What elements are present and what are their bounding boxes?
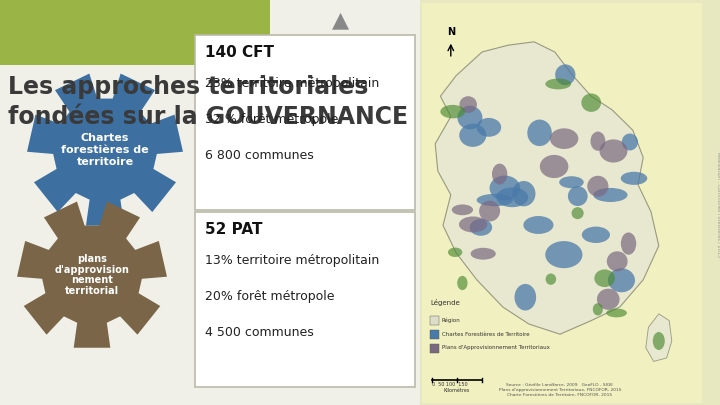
Ellipse shape — [555, 64, 575, 85]
Ellipse shape — [459, 96, 477, 113]
Text: 6 800 communes: 6 800 communes — [205, 149, 314, 162]
Ellipse shape — [457, 276, 467, 290]
Text: nement: nement — [71, 275, 113, 285]
Bar — [420, 0, 720, 405]
Polygon shape — [27, 74, 183, 226]
Ellipse shape — [459, 124, 486, 147]
Text: ▲: ▲ — [331, 10, 348, 30]
Text: Source : Géofile Landfarce, 2009   GeoFLO - SIGE
Plans d'approvisionnement Terri: Source : Géofile Landfarce, 2009 GeoFLO … — [499, 383, 621, 397]
Text: Fédération nationale: Fédération nationale — [294, 49, 366, 55]
Ellipse shape — [459, 216, 487, 232]
Ellipse shape — [496, 188, 528, 207]
Ellipse shape — [622, 134, 638, 150]
Text: Les approches territoriales: Les approches territoriales — [8, 75, 369, 99]
Text: territoire: territoire — [76, 157, 134, 167]
Text: Communes forestières: Communes forestières — [291, 47, 369, 53]
Ellipse shape — [469, 219, 492, 236]
Ellipse shape — [559, 176, 584, 188]
Ellipse shape — [572, 207, 584, 219]
Ellipse shape — [590, 132, 606, 151]
Ellipse shape — [550, 128, 578, 149]
Ellipse shape — [477, 194, 513, 206]
Text: 52 PAT: 52 PAT — [205, 222, 263, 237]
Ellipse shape — [606, 309, 627, 318]
Ellipse shape — [568, 186, 588, 206]
Text: Réalisation : Communes Forestières / 2015: Réalisation : Communes Forestières / 201… — [716, 153, 720, 258]
Bar — [0, 0, 270, 65]
Text: 140 CFT: 140 CFT — [205, 45, 274, 60]
Bar — [195, 35, 415, 210]
Ellipse shape — [457, 106, 482, 129]
Text: Kilomètres: Kilomètres — [444, 388, 470, 393]
Text: Chartes: Chartes — [81, 133, 129, 143]
Text: 0  50 100  150: 0 50 100 150 — [432, 382, 467, 387]
Text: Région: Région — [442, 317, 461, 323]
Bar — [195, 212, 415, 387]
Ellipse shape — [490, 176, 520, 200]
Ellipse shape — [477, 118, 501, 137]
Text: 4 500 communes: 4 500 communes — [205, 326, 314, 339]
Ellipse shape — [588, 176, 608, 197]
Ellipse shape — [607, 251, 628, 271]
Text: plans: plans — [77, 254, 107, 264]
Text: 32 % forêt métropole: 32 % forêt métropole — [205, 113, 338, 126]
Ellipse shape — [593, 303, 603, 315]
Ellipse shape — [448, 247, 462, 257]
Ellipse shape — [621, 232, 636, 255]
Ellipse shape — [545, 79, 571, 90]
Text: territorial: territorial — [65, 286, 119, 296]
Polygon shape — [646, 314, 672, 361]
Polygon shape — [435, 42, 659, 334]
Bar — [422, 3, 702, 403]
Text: Légende: Légende — [430, 299, 460, 306]
Ellipse shape — [546, 273, 556, 285]
Text: Plans d'Approvisionnement Territoriaux: Plans d'Approvisionnement Territoriaux — [442, 345, 550, 350]
Bar — [430, 316, 439, 325]
Ellipse shape — [597, 289, 620, 310]
Ellipse shape — [492, 164, 508, 185]
Ellipse shape — [594, 269, 615, 287]
Ellipse shape — [512, 181, 536, 207]
Ellipse shape — [621, 172, 647, 185]
Ellipse shape — [441, 105, 465, 118]
Bar — [295, 47, 365, 57]
Text: 23% territoire métropolitain: 23% territoire métropolitain — [205, 77, 379, 90]
Bar — [430, 344, 439, 353]
Bar — [430, 330, 439, 339]
Ellipse shape — [540, 155, 568, 178]
Text: Chartes Forestières de Territoire: Chartes Forestières de Territoire — [442, 332, 530, 337]
Text: 13% territoire métropolitain: 13% territoire métropolitain — [205, 254, 379, 267]
Ellipse shape — [523, 216, 554, 234]
Ellipse shape — [593, 188, 628, 202]
Text: forestières de: forestières de — [61, 145, 149, 155]
Ellipse shape — [545, 241, 582, 268]
Ellipse shape — [515, 284, 536, 311]
Ellipse shape — [471, 248, 496, 260]
Ellipse shape — [600, 139, 627, 162]
Ellipse shape — [653, 332, 665, 350]
Ellipse shape — [527, 119, 552, 146]
Text: fondées sur la GOUVERNANCE: fondées sur la GOUVERNANCE — [8, 105, 408, 129]
Ellipse shape — [581, 94, 601, 112]
Text: 20% forêt métropole: 20% forêt métropole — [205, 290, 335, 303]
Ellipse shape — [479, 200, 500, 222]
Text: N: N — [446, 27, 455, 37]
Ellipse shape — [582, 226, 610, 243]
Polygon shape — [17, 202, 167, 348]
Ellipse shape — [608, 268, 635, 292]
Text: d'approvision: d'approvision — [55, 265, 130, 275]
Ellipse shape — [451, 205, 473, 215]
